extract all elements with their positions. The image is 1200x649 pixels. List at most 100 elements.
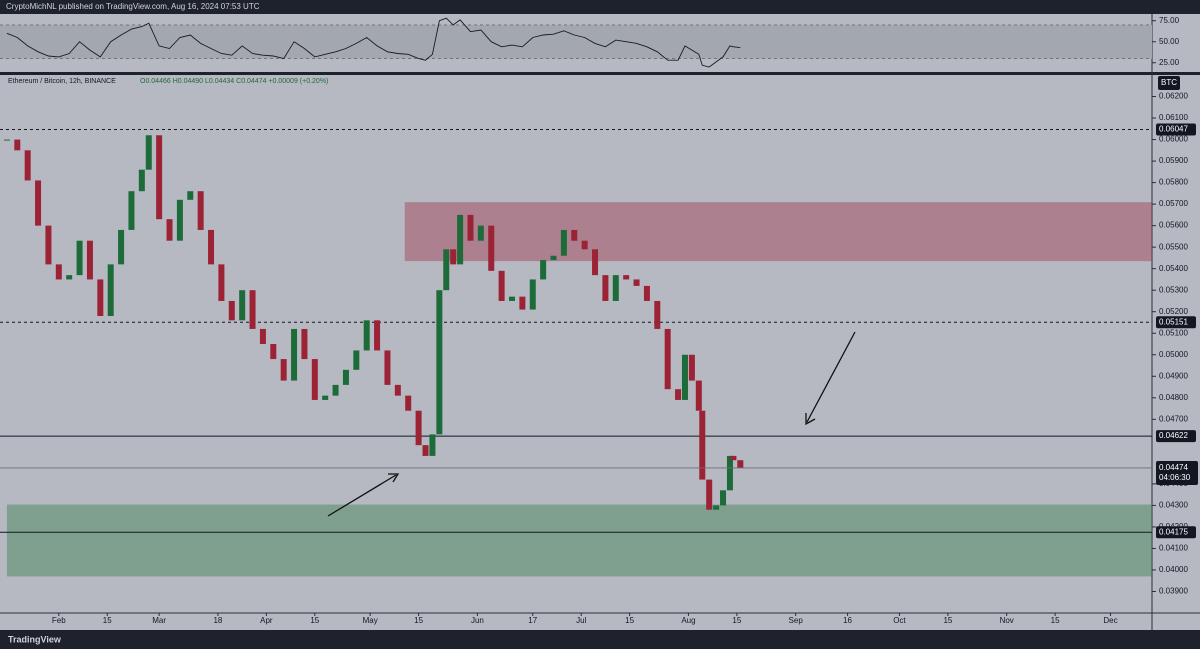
y-tick-label: 0.05600 <box>1159 221 1188 230</box>
level-label: 0.06047 <box>1159 125 1188 134</box>
candle <box>14 139 21 151</box>
candle <box>550 255 557 261</box>
arrow <box>806 331 856 423</box>
annotation-arrows <box>327 331 856 517</box>
x-tick-label: 17 <box>528 616 537 625</box>
zone <box>404 202 1153 262</box>
x-tick-label: Mar <box>152 616 166 625</box>
candle <box>166 219 173 241</box>
x-tick-label: Jul <box>576 616 586 625</box>
x-tick-label: Sep <box>789 616 804 625</box>
candle <box>270 344 277 360</box>
candle <box>97 279 104 317</box>
indicator-band <box>0 24 1152 59</box>
header-bar <box>0 0 1200 14</box>
candle <box>664 328 671 390</box>
x-tick-label: 15 <box>310 616 319 625</box>
candle <box>654 300 661 329</box>
header-text: CryptoMichNL published on TradingView.co… <box>6 2 260 11</box>
indicator-tick-label: 75.00 <box>1159 16 1180 25</box>
candle <box>467 214 474 241</box>
candle <box>118 229 125 265</box>
candle <box>681 354 688 400</box>
candle <box>737 460 744 468</box>
main-panel <box>0 75 1200 630</box>
x-tick-label: 15 <box>414 616 423 625</box>
candle <box>623 275 630 280</box>
indicator-tick-label: 50.00 <box>1159 37 1180 46</box>
level-label: 0.04622 <box>1159 431 1188 440</box>
y-tick-label: 0.05800 <box>1159 178 1188 187</box>
candle <box>291 328 298 381</box>
indicator-line <box>6 17 741 68</box>
plot-layer: 0.039000.040000.041000.042000.043000.044… <box>0 16 1198 625</box>
candle <box>35 180 42 226</box>
candle <box>436 290 443 435</box>
x-tick-label: 15 <box>943 616 952 625</box>
candle <box>477 225 484 241</box>
candle <box>706 479 713 510</box>
candle <box>429 434 436 456</box>
candle <box>363 320 370 351</box>
y-tick-label: 0.05100 <box>1159 328 1188 337</box>
arrow <box>327 474 397 517</box>
countdown: 04:06:30 <box>1159 473 1191 482</box>
candle <box>560 229 567 256</box>
candle <box>66 275 73 280</box>
candle <box>675 389 682 400</box>
candle <box>45 225 52 265</box>
footer-bar <box>0 630 1200 649</box>
candle <box>633 279 640 286</box>
candle <box>76 240 83 276</box>
y-tick-label: 0.06200 <box>1159 92 1188 101</box>
candle <box>571 229 578 241</box>
candle <box>353 350 360 370</box>
candle <box>699 410 706 480</box>
candle <box>602 275 609 301</box>
x-tick-label: Dec <box>1103 616 1117 625</box>
candle <box>730 455 737 461</box>
level-label-box <box>1156 316 1196 329</box>
candle <box>208 229 215 265</box>
footer-brand: TradingView <box>8 634 62 644</box>
symbol-title: Ethereum / Bitcoin, 12h, BINANCE <box>8 78 116 85</box>
level-label-box <box>1156 430 1196 443</box>
indicator-tick-label: 25.00 <box>1159 58 1180 67</box>
candle <box>197 191 204 230</box>
candle <box>643 285 650 301</box>
candle <box>322 395 329 400</box>
candle <box>450 249 457 265</box>
candle <box>405 395 412 411</box>
candle <box>384 350 391 385</box>
currency-badge <box>1158 76 1180 90</box>
x-tick-label: 15 <box>1051 616 1060 625</box>
y-tick-label: 0.04300 <box>1159 501 1188 510</box>
x-tick-label: Aug <box>681 616 695 625</box>
candle <box>443 249 450 291</box>
y-tick-label: 0.04900 <box>1159 371 1188 380</box>
candle <box>488 225 495 271</box>
x-tick-label: 15 <box>103 616 112 625</box>
candle <box>519 296 526 310</box>
level-label: 0.05151 <box>1159 317 1188 326</box>
panel-separator <box>0 72 1200 75</box>
y-tick-label: 0.05500 <box>1159 242 1188 251</box>
candle <box>540 260 547 280</box>
candle <box>55 264 62 280</box>
level-label-box <box>1156 123 1196 136</box>
level-label-box <box>1156 526 1196 539</box>
last-price-label: 0.04474 <box>1159 463 1188 472</box>
candle <box>695 380 702 411</box>
x-tick-label: Feb <box>52 616 66 625</box>
y-tick-label: 0.06000 <box>1159 135 1188 144</box>
zone <box>6 504 1152 577</box>
candle <box>342 369 349 385</box>
y-tick-label: 0.04800 <box>1159 393 1188 402</box>
candle <box>3 139 10 141</box>
level-label: 0.04175 <box>1159 527 1188 536</box>
candle <box>86 240 93 280</box>
candle <box>720 490 727 506</box>
candle <box>394 384 401 396</box>
